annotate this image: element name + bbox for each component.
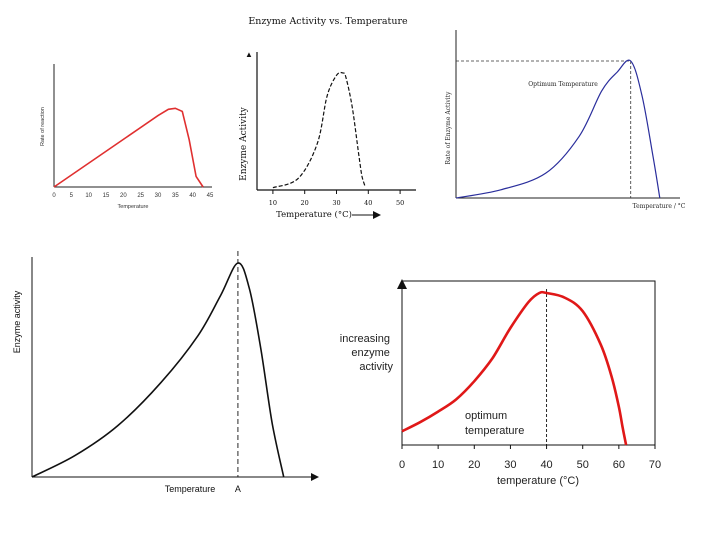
chart-2-xtick-label: 10 [269,199,277,207]
chart-5-ylabel-line-3: activity [359,361,393,373]
chart-2-xlabel: Temperature (°C) [276,209,352,220]
chart-2-series-line [272,71,366,189]
chart-3-annotation: Optimum Temperature [528,81,598,88]
chart-4-enzyme-activity: Enzyme activity Temperature A [12,251,319,494]
chart-5-ylabel: increasing enzyme activity [340,333,394,373]
chart-5-xtick-label: 70 [649,459,661,471]
chart-1-xtick-label: 45 [207,193,214,199]
chart-4-series-line [31,262,285,478]
chart-1-xtick-label: 5 [70,193,74,199]
chart-3-ylabel: Rate of Enzyme Activity [445,91,452,165]
chart-5-xtick-label: 40 [540,459,552,471]
chart-5-xtick-label: 0 [399,459,405,471]
chart-1-xtick-label: 20 [120,193,127,199]
chart-1-xtick-label: 35 [172,193,179,199]
chart-5-xlabel: temperature (°C) [497,475,579,487]
chart-5-xtick-label: 20 [468,459,480,471]
chart-3-xlabel: Temperature / °C [633,203,686,210]
chart-2-xtick-label: 50 [396,199,404,207]
chart-4-marker-label: A [235,484,241,494]
chart-1-xtick-label: 15 [103,193,110,199]
chart-2-xtick-label: 40 [364,199,372,207]
chart-1-xtick-label: 0 [52,193,56,199]
chart-3-rate-of-enzyme-activity: Optimum Temperature Rate of Enzyme Activ… [445,30,686,210]
chart-5-xtick-label: 30 [504,459,516,471]
chart-5-y-arrow-icon [397,279,407,289]
chart-3-series-line [455,59,661,199]
chart-5-xtick-label: 50 [577,459,589,471]
chart-5-optimum-temperature: 0 10 20 30 40 50 60 70 increasing enzyme activi… [340,279,661,487]
chart-1-ylabel: Rate of reaction [40,107,46,146]
chart-1-xtick-label: 30 [155,193,162,199]
chart-4-xlabel: Temperature [165,484,216,494]
chart-5-annotation-line-2: temperature [465,425,524,437]
chart-1-xlabel: Temperature [118,204,149,210]
chart-5-annotation-line-1: optimum [465,410,507,422]
chart-1-rate-of-reaction: 0 5 10 15 20 25 30 35 40 45 Rate of reaction Temp… [40,64,214,210]
chart-5-ylabel-line-2: enzyme [351,347,390,359]
chart-2-enzyme-activity-vs-temperature: Enzyme Activity vs. Temperature ▲ 10 20 30… [239,16,416,220]
chart-4-ylabel: Enzyme activity [12,290,22,353]
chart-2-xtick-label: 20 [301,199,309,207]
chart-1-xtick-label: 25 [137,193,144,199]
chart-1-series-line [53,107,204,188]
chart-5-xtick-label: 10 [432,459,444,471]
chart-2-xtick-label: 30 [332,199,340,207]
chart-1-xtick-label: 10 [85,193,92,199]
chart-5-plot-frame [401,280,656,446]
chart-2-title: Enzyme Activity vs. Temperature [248,16,408,27]
chart-5-ylabel-line-1: increasing [340,333,390,345]
chart-5-annotation: optimum temperature [465,410,524,437]
chart-2-y-arrow-icon: ▲ [245,50,253,59]
chart-5-xtick-label: 60 [613,459,625,471]
chart-5-series-line [401,290,628,446]
chart-2-ylabel: Enzyme Activity [239,106,249,181]
chart-1-xtick-label: 40 [189,193,196,199]
